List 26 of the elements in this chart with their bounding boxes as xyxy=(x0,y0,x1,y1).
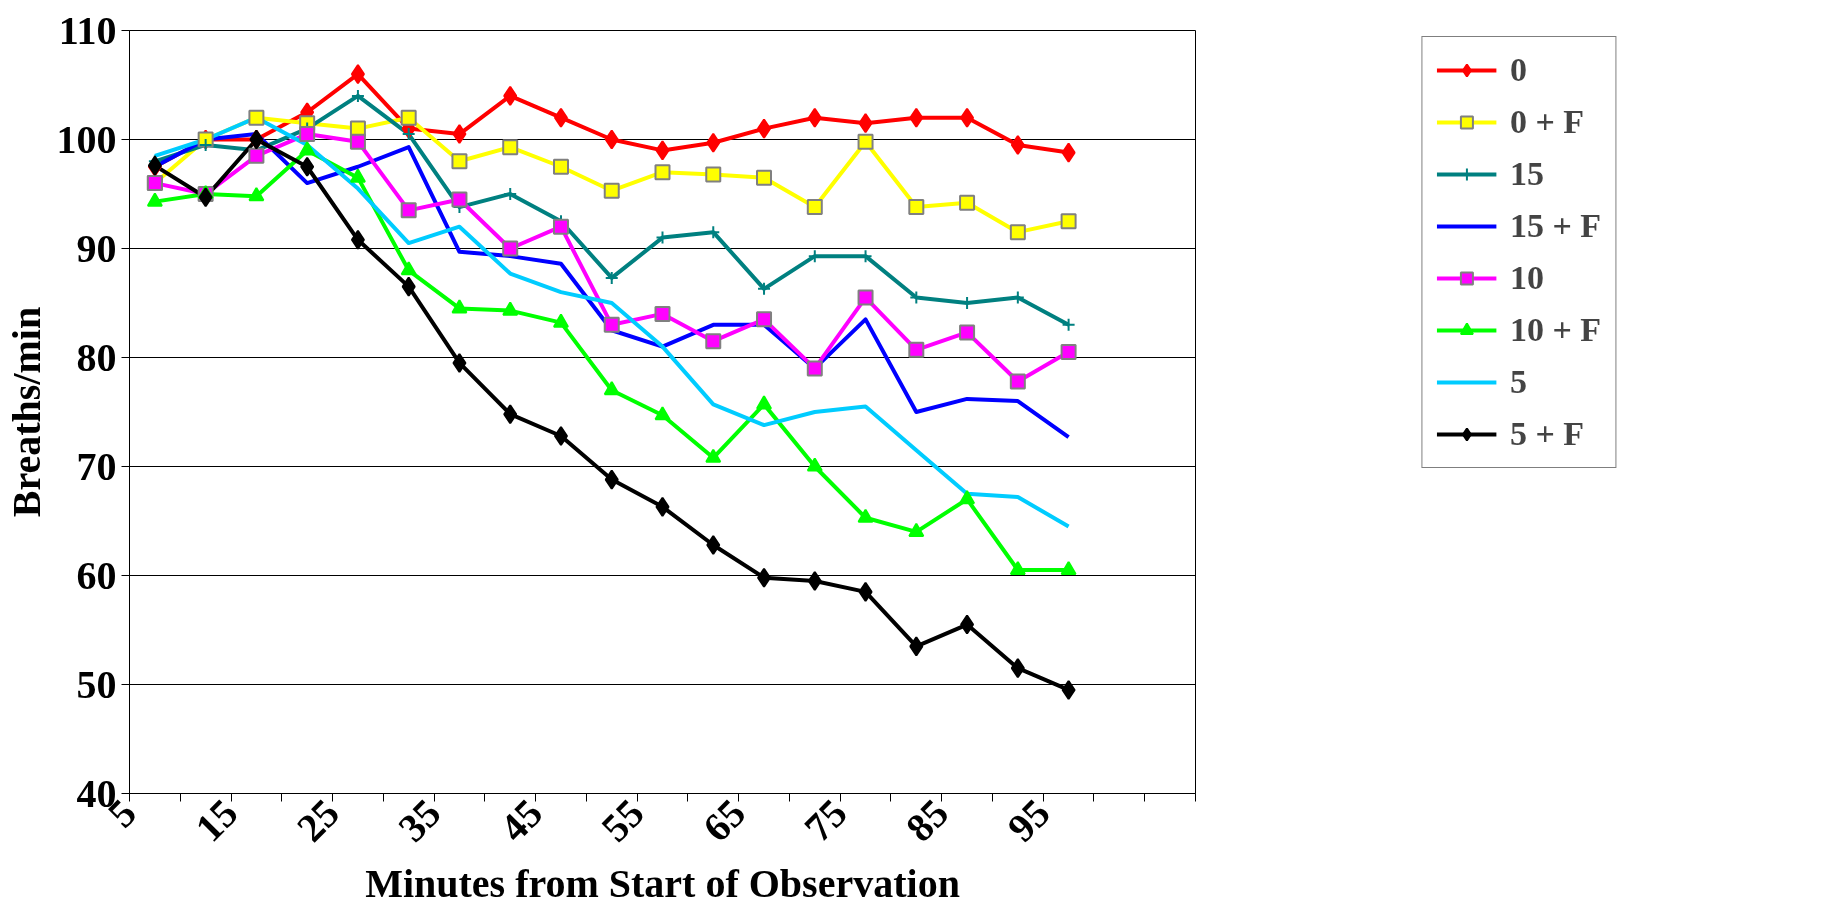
x-axis-title: Minutes from Start of Observation xyxy=(365,861,960,907)
y-tick-label: 90 xyxy=(76,225,117,271)
x-tick-label: 85 xyxy=(897,790,958,851)
x-tick-label: 45 xyxy=(491,790,552,851)
y-tick-label: 70 xyxy=(76,443,117,489)
y-tick-label: 110 xyxy=(58,7,117,53)
legend-label: 15 + F xyxy=(1509,207,1602,245)
y-tick-label: 50 xyxy=(76,661,117,707)
y-tick-label: 60 xyxy=(76,552,117,598)
x-tick-label: 55 xyxy=(592,790,653,851)
y-tick-label: 100 xyxy=(56,116,117,162)
x-tick-label: 65 xyxy=(694,790,755,851)
legend-label: 10 xyxy=(1509,259,1544,297)
legend-label: 0 + F xyxy=(1509,103,1585,141)
legend-label: 5 + F xyxy=(1509,415,1585,453)
x-tick-label: 35 xyxy=(389,790,450,851)
x-tick-label: 15 xyxy=(186,790,247,851)
x-tick-label: 95 xyxy=(998,790,1059,851)
y-tick-label: 80 xyxy=(76,334,117,380)
legend-label: 15 xyxy=(1509,155,1544,193)
legend-label: 10 + F xyxy=(1509,311,1602,349)
legend-label: 5 xyxy=(1509,363,1528,401)
legend-label: 0 xyxy=(1509,51,1528,89)
x-tick-label: 75 xyxy=(795,790,856,851)
y-axis-title: Breaths/min xyxy=(3,306,49,518)
x-tick-label: 25 xyxy=(288,790,349,851)
